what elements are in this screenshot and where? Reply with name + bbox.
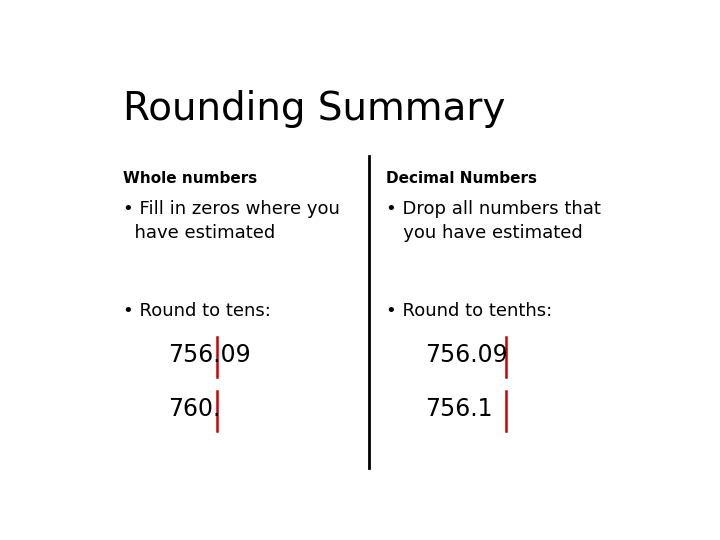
Text: 756.1: 756.1 — [425, 397, 492, 421]
Text: • Round to tenths:: • Round to tenths: — [386, 302, 552, 320]
Text: • Round to tens:: • Round to tens: — [124, 302, 271, 320]
Text: • Fill in zeros where you
  have estimated: • Fill in zeros where you have estimated — [124, 200, 341, 241]
Text: • Drop all numbers that
   you have estimated: • Drop all numbers that you have estimat… — [386, 200, 600, 241]
Text: Whole numbers: Whole numbers — [124, 171, 258, 186]
Text: 756.09: 756.09 — [425, 343, 508, 367]
Text: Decimal Numbers: Decimal Numbers — [386, 171, 536, 186]
Text: 756.09: 756.09 — [168, 343, 251, 367]
Text: 760.: 760. — [168, 397, 220, 421]
Text: Rounding Summary: Rounding Summary — [124, 90, 506, 128]
